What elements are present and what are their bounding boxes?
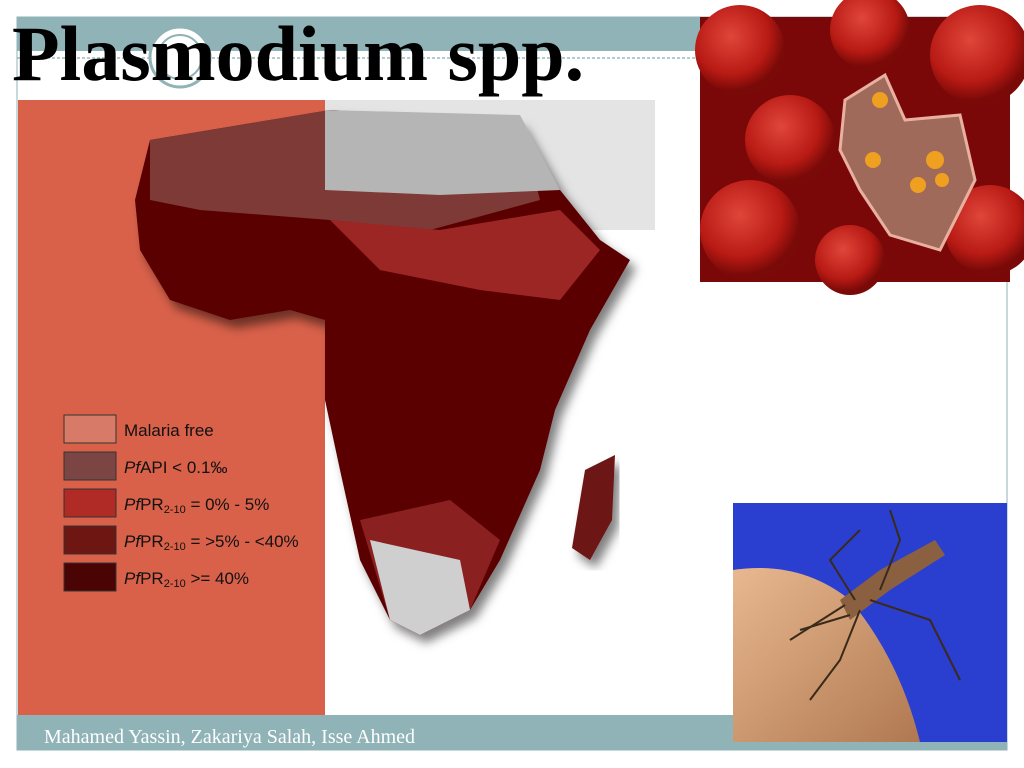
africa-map	[18, 100, 655, 715]
legend-main: API < 0.1‰	[140, 458, 227, 477]
legend-sub: 2-10	[164, 541, 186, 553]
legend-italic: Pf	[124, 458, 142, 477]
legend-label: PfAPI < 0.1‰	[124, 458, 227, 477]
legend-rest: = 0% - 5%	[186, 495, 270, 514]
legend-rest: >= 40%	[186, 569, 249, 588]
map-legend	[63, 414, 117, 592]
mosquito-photo	[733, 503, 1007, 742]
top-band	[17, 17, 707, 51]
blood-cell-photo	[695, 0, 1024, 295]
legend-sub: 2-10	[164, 578, 186, 590]
legend-label: PfPR2-10 = 0% - 5%	[124, 495, 269, 516]
legend-label: PfPR2-10 = >5% - <40%	[124, 532, 299, 553]
legend-italic: Pf	[124, 532, 142, 551]
legend-main: PR	[140, 569, 164, 588]
legend-main: PR	[140, 532, 164, 551]
legend-label: PfPR2-10 >= 40%	[124, 569, 249, 590]
legend-rest: = >5% - <40%	[186, 532, 299, 551]
ornament-inner	[157, 34, 203, 80]
slide-title: Plasmodium spp.	[12, 10, 584, 97]
footer-authors: Mahamed Yassin, Zakariya Salah, Isse Ahm…	[44, 726, 415, 748]
legend-main: PR	[140, 495, 164, 514]
legend-sub: 2-10	[164, 504, 186, 516]
legend-label: Malaria free	[124, 421, 214, 440]
legend-main: Malaria free	[124, 421, 214, 440]
legend-italic: Pf	[124, 569, 142, 588]
legend-italic: Pf	[124, 495, 142, 514]
